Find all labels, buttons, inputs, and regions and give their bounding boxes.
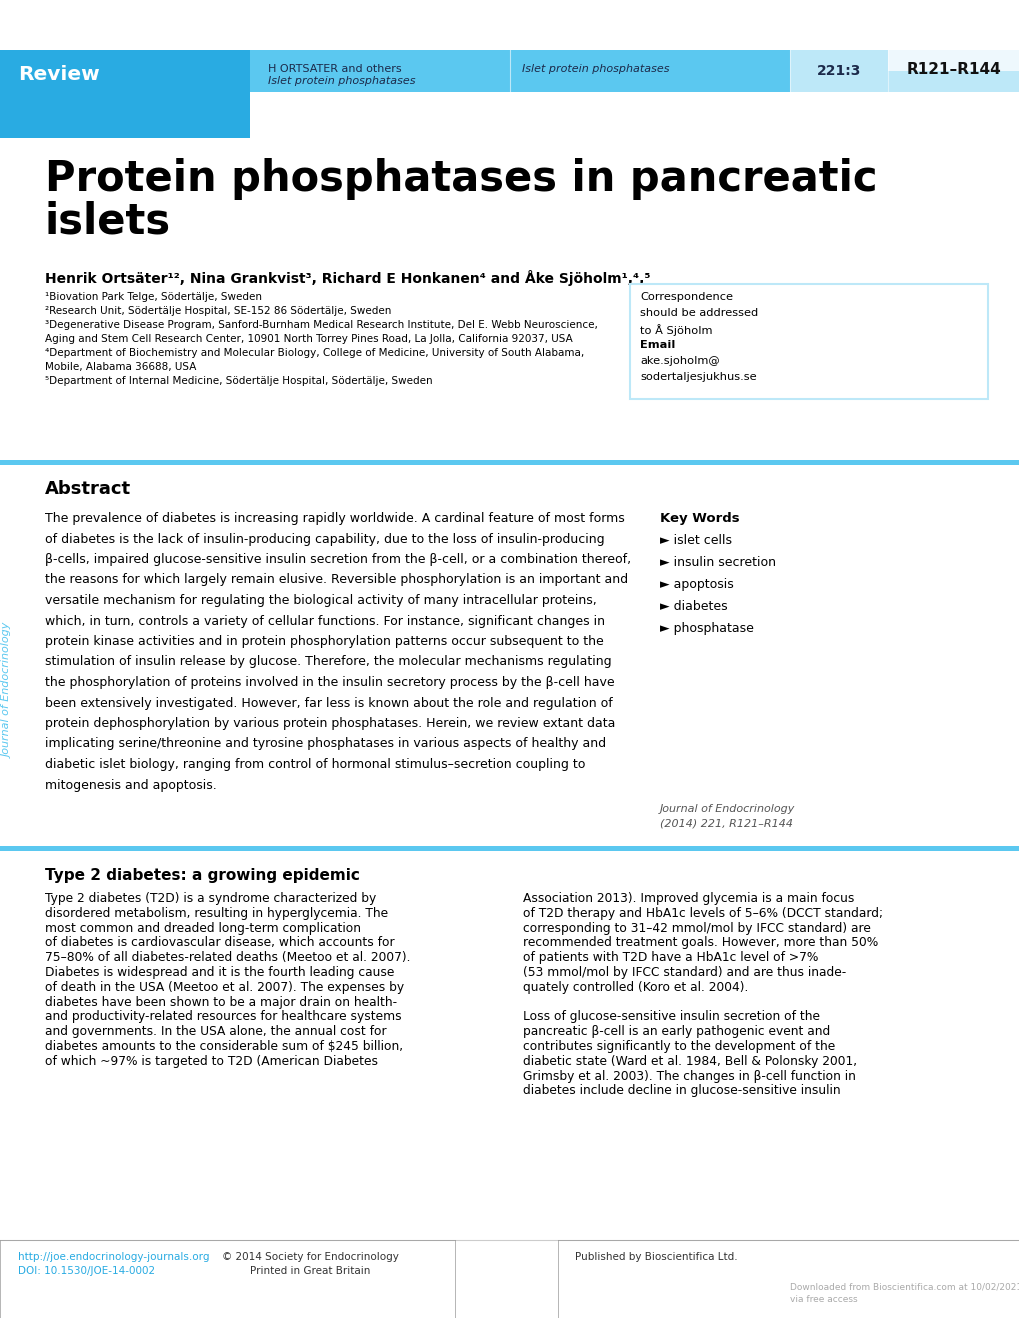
Text: Islet protein phosphatases: Islet protein phosphatases (268, 76, 415, 86)
Text: to Å Sjöholm: to Å Sjöholm (639, 324, 712, 336)
Text: ⁵Department of Internal Medicine, Södertälje Hospital, Södertälje, Sweden: ⁵Department of Internal Medicine, Södert… (45, 376, 432, 386)
Text: Grimsby et al. 2003). The changes in β-cell function in: Grimsby et al. 2003). The changes in β-c… (523, 1070, 855, 1082)
Text: stimulation of insulin release by glucose. Therefore, the molecular mechanisms r: stimulation of insulin release by glucos… (45, 655, 611, 668)
Text: of death in the USA (Meetoo et al. 2007). The expenses by: of death in the USA (Meetoo et al. 2007)… (45, 981, 404, 994)
Bar (0, 460, 1019, 465)
Bar (250, 50, 790, 92)
Text: β-cells, impaired glucose-sensitive insulin secretion from the β-cell, or a comb: β-cells, impaired glucose-sensitive insu… (45, 554, 631, 565)
Text: most common and dreaded long-term complication: most common and dreaded long-term compli… (45, 921, 361, 934)
Text: been extensively investigated. However, far less is known about the role and reg: been extensively investigated. However, … (45, 696, 612, 709)
Text: the phosphorylation of proteins involved in the insulin secretory process by the: the phosphorylation of proteins involved… (45, 676, 614, 689)
Text: protein dephosphorylation by various protein phosphatases. Herein, we review ext: protein dephosphorylation by various pro… (45, 717, 614, 730)
Text: Type 2 diabetes: a growing epidemic: Type 2 diabetes: a growing epidemic (45, 869, 360, 883)
Text: H ORTSATER and others: H ORTSATER and others (268, 65, 401, 74)
Text: Journal of Endocrinology: Journal of Endocrinology (659, 804, 795, 815)
Text: quately controlled (Koro et al. 2004).: quately controlled (Koro et al. 2004). (523, 981, 748, 994)
Text: and productivity-related resources for healthcare systems: and productivity-related resources for h… (45, 1011, 401, 1023)
Text: of diabetes is the lack of insulin-producing capability, due to the loss of insu: of diabetes is the lack of insulin-produ… (45, 532, 604, 546)
Text: Diabetes is widespread and it is the fourth leading cause: Diabetes is widespread and it is the fou… (45, 966, 394, 979)
Text: The prevalence of diabetes is increasing rapidly worldwide. A cardinal feature o: The prevalence of diabetes is increasing… (45, 511, 625, 525)
Text: ⁴Department of Biochemistry and Molecular Biology, College of Medicine, Universi: ⁴Department of Biochemistry and Molecula… (45, 348, 584, 358)
Text: which, in turn, controls a variety of cellular functions. For instance, signific: which, in turn, controls a variety of ce… (45, 614, 604, 627)
Text: Printed in Great Britain: Printed in Great Britain (250, 1267, 370, 1276)
Text: sodertaljesjukhus.se: sodertaljesjukhus.se (639, 372, 756, 382)
Text: Henrik Ortsäter¹², Nina Grankvist³, Richard E Honkanen⁴ and Åke Sjöholm¹,⁴,⁵: Henrik Ortsäter¹², Nina Grankvist³, Rich… (45, 270, 650, 286)
Text: ³Degenerative Disease Program, Sanford-Burnham Medical Research Institute, Del E: ³Degenerative Disease Program, Sanford-B… (45, 320, 597, 330)
Text: Type 2 diabetes (T2D) is a syndrome characterized by: Type 2 diabetes (T2D) is a syndrome char… (45, 892, 376, 905)
Text: of patients with T2D have a HbA1c level of >7%: of patients with T2D have a HbA1c level … (523, 952, 817, 965)
Text: diabetes have been shown to be a major drain on health-: diabetes have been shown to be a major d… (45, 995, 396, 1008)
Text: of which ~97% is targeted to T2D (American Diabetes: of which ~97% is targeted to T2D (Americ… (45, 1054, 378, 1068)
Text: ► diabetes: ► diabetes (659, 600, 727, 613)
Text: ► phosphatase: ► phosphatase (659, 622, 753, 635)
Text: diabetes amounts to the considerable sum of $245 billion,: diabetes amounts to the considerable sum… (45, 1040, 403, 1053)
Text: Islet protein phosphatases: Islet protein phosphatases (522, 65, 668, 74)
Text: mitogenesis and apoptosis.: mitogenesis and apoptosis. (45, 779, 217, 792)
Text: Email: Email (639, 340, 675, 351)
Bar (888, 71, 1019, 92)
Text: Loss of glucose-sensitive insulin secretion of the: Loss of glucose-sensitive insulin secret… (523, 1011, 819, 1023)
Text: protein kinase activities and in protein phosphorylation patterns occur subseque: protein kinase activities and in protein… (45, 635, 603, 648)
Text: © 2014 Society for Endocrinology: © 2014 Society for Endocrinology (221, 1252, 398, 1263)
Text: Correspondence: Correspondence (639, 293, 733, 302)
Text: (2014) 221, R121–R144: (2014) 221, R121–R144 (659, 818, 792, 828)
Bar (790, 50, 888, 92)
Text: diabetes include decline in glucose-sensitive insulin: diabetes include decline in glucose-sens… (523, 1085, 840, 1098)
Text: Abstract: Abstract (45, 480, 131, 498)
Text: ²Research Unit, Södertälje Hospital, SE-152 86 Södertälje, Sweden: ²Research Unit, Södertälje Hospital, SE-… (45, 306, 391, 316)
Text: diabetic state (Ward et al. 1984, Bell & Polonsky 2001,: diabetic state (Ward et al. 1984, Bell &… (523, 1054, 856, 1068)
Text: Association 2013). Improved glycemia is a main focus: Association 2013). Improved glycemia is … (523, 892, 854, 905)
Text: ¹Biovation Park Telge, Södertälje, Sweden: ¹Biovation Park Telge, Södertälje, Swede… (45, 293, 262, 302)
Text: http://joe.endocrinology-journals.org: http://joe.endocrinology-journals.org (18, 1252, 209, 1263)
Bar (630, 283, 987, 399)
Text: ► apoptosis: ► apoptosis (659, 579, 733, 590)
Text: disordered metabolism, resulting in hyperglycemia. The: disordered metabolism, resulting in hype… (45, 907, 388, 920)
Text: Review: Review (18, 66, 100, 84)
Text: the reasons for which largely remain elusive. Reversible phosphorylation is an i: the reasons for which largely remain elu… (45, 573, 628, 587)
Text: DOI: 10.1530/JOE-14-0002: DOI: 10.1530/JOE-14-0002 (18, 1267, 155, 1276)
Text: R121–R144: R121–R144 (906, 62, 1001, 76)
Text: ► islet cells: ► islet cells (659, 534, 732, 547)
Text: Aging and Stem Cell Research Center, 10901 North Torrey Pines Road, La Jolla, Ca: Aging and Stem Cell Research Center, 109… (45, 333, 573, 344)
Text: versatile mechanism for regulating the biological activity of many intracellular: versatile mechanism for regulating the b… (45, 594, 596, 608)
Text: 75–80% of all diabetes-related deaths (Meetoo et al. 2007).: 75–80% of all diabetes-related deaths (M… (45, 952, 410, 965)
Text: ► insulin secretion: ► insulin secretion (659, 556, 775, 569)
Text: islets: islets (45, 200, 171, 243)
Text: (53 mmol/mol by IFCC standard) and are thus inade-: (53 mmol/mol by IFCC standard) and are t… (523, 966, 846, 979)
Text: should be addressed: should be addressed (639, 308, 757, 318)
Text: Protein phosphatases in pancreatic: Protein phosphatases in pancreatic (45, 158, 876, 200)
Text: Published by Bioscientifica Ltd.: Published by Bioscientifica Ltd. (575, 1252, 737, 1263)
Text: 221:3: 221:3 (816, 65, 860, 78)
Text: Mobile, Alabama 36688, USA: Mobile, Alabama 36688, USA (45, 362, 197, 372)
Text: via free access: via free access (790, 1296, 857, 1304)
Text: diabetic islet biology, ranging from control of hormonal stimulus–secretion coup: diabetic islet biology, ranging from con… (45, 758, 585, 771)
Text: of T2D therapy and HbA1c levels of 5–6% (DCCT standard;: of T2D therapy and HbA1c levels of 5–6% … (523, 907, 882, 920)
Text: and governments. In the USA alone, the annual cost for: and governments. In the USA alone, the a… (45, 1025, 386, 1039)
Text: ake.sjoholm@: ake.sjoholm@ (639, 356, 719, 366)
Bar (0, 846, 1019, 851)
Bar (888, 50, 1019, 71)
Text: contributes significantly to the development of the: contributes significantly to the develop… (523, 1040, 835, 1053)
Text: Journal of Endocrinology: Journal of Endocrinology (3, 622, 13, 758)
Bar (0, 50, 250, 138)
Text: implicating serine/threonine and tyrosine phosphatases in various aspects of hea: implicating serine/threonine and tyrosin… (45, 738, 605, 750)
Text: pancreatic β-cell is an early pathogenic event and: pancreatic β-cell is an early pathogenic… (523, 1025, 829, 1039)
Text: Key Words: Key Words (659, 511, 739, 525)
Text: Downloaded from Bioscientifica.com at 10/02/2021 01:57:31PM: Downloaded from Bioscientifica.com at 10… (790, 1282, 1019, 1292)
Text: of diabetes is cardiovascular disease, which accounts for: of diabetes is cardiovascular disease, w… (45, 936, 394, 949)
Text: recommended treatment goals. However, more than 50%: recommended treatment goals. However, mo… (523, 936, 877, 949)
Text: corresponding to 31–42 mmol/mol by IFCC standard) are: corresponding to 31–42 mmol/mol by IFCC … (523, 921, 870, 934)
